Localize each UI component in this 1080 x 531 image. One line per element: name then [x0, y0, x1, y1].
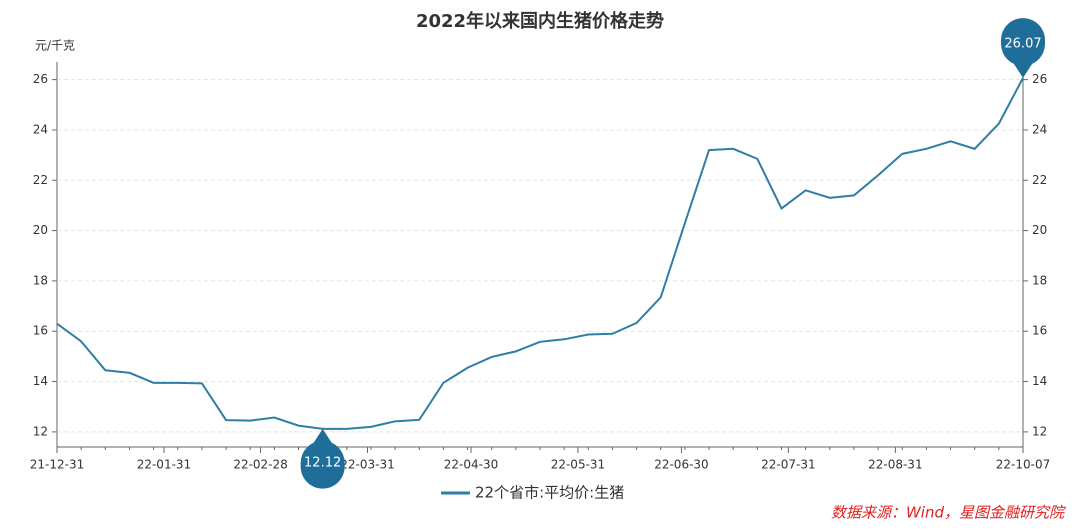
y-tick-label: 14 [33, 374, 48, 388]
y-tick-label: 24 [33, 122, 48, 136]
x-tick-label: 22-07-31 [761, 458, 815, 472]
y2-tick-label: 20 [1032, 223, 1047, 237]
y-tick-label: 22 [33, 173, 48, 187]
pin-label: 12.12 [304, 455, 341, 470]
y-tick-label: 18 [33, 273, 48, 287]
x-tick-label: 22-04-30 [444, 458, 498, 472]
y-tick-label: 16 [33, 324, 48, 338]
y2-tick-label: 12 [1032, 424, 1047, 438]
chart-title: 2022年以来国内生猪价格走势 [416, 10, 664, 32]
y2-tick-label: 26 [1032, 72, 1047, 86]
y2-tick-label: 18 [1032, 273, 1047, 287]
x-tick-label: 21-12-31 [30, 458, 84, 472]
legend-label: 22个省市:平均价:生猪 [475, 484, 624, 502]
y2-tick-label: 16 [1032, 324, 1047, 338]
y-tick-label: 26 [33, 72, 48, 86]
y2-tick-label: 14 [1032, 374, 1047, 388]
x-tick-label: 22-02-28 [233, 458, 287, 472]
source-note: 数据来源：Wind，星图金融研究院 [831, 504, 1066, 522]
y2-tick-label: 24 [1032, 122, 1047, 136]
x-tick-label: 22-05-31 [551, 458, 605, 472]
pin-marker-head [1001, 21, 1045, 66]
y2-tick-label: 22 [1032, 173, 1047, 187]
y-tick-label: 12 [33, 424, 48, 438]
pin-marker-head [300, 440, 345, 485]
x-tick-label: 22-01-31 [137, 458, 191, 472]
x-tick-label: 22-10-07 [996, 458, 1050, 472]
y-tick-label: 20 [33, 223, 48, 237]
x-tick-label: 22-06-30 [654, 458, 708, 472]
x-tick-label: 22-03-31 [340, 458, 394, 472]
series-line [56, 77, 1024, 430]
pin-label: 26.07 [1004, 36, 1041, 51]
y-axis-unit: 元/千克 [35, 39, 75, 53]
x-tick-label: 22-08-31 [868, 458, 922, 472]
